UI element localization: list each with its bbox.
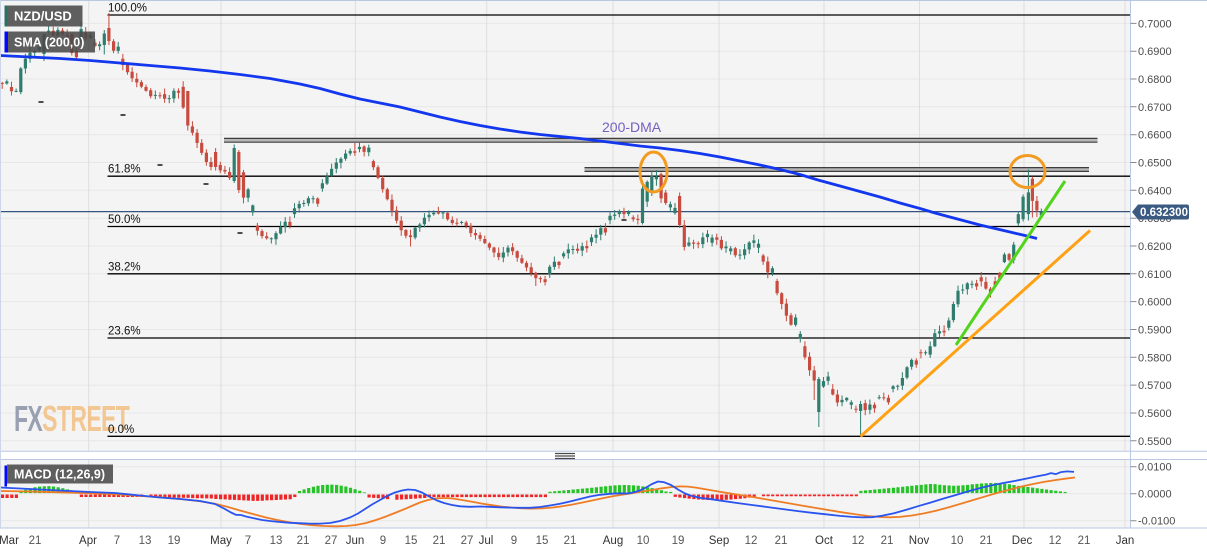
svg-text:12: 12 [852,535,865,547]
svg-text:0.6800: 0.6800 [1138,74,1172,86]
svg-text:NZD/USD: NZD/USD [14,9,72,24]
svg-text:Aug: Aug [603,535,623,547]
svg-text:0.6200: 0.6200 [1138,241,1172,253]
svg-text:12: 12 [1049,535,1062,547]
svg-text:13: 13 [270,535,283,547]
svg-text:0.0100: 0.0100 [1138,462,1172,474]
svg-text:0.0000: 0.0000 [1138,489,1172,501]
svg-text:Oct: Oct [815,535,834,547]
svg-text:SMA (200,0): SMA (200,0) [14,36,84,50]
svg-text:0.5900: 0.5900 [1138,325,1172,337]
svg-text:21: 21 [881,535,894,547]
svg-text:21: 21 [980,535,993,547]
svg-text:200-DMA: 200-DMA [602,119,662,135]
svg-text:0.6500: 0.6500 [1138,158,1172,170]
svg-text:27: 27 [325,535,338,547]
svg-text:7: 7 [114,535,120,547]
svg-text:0.5700: 0.5700 [1138,380,1172,392]
svg-text:Nov: Nov [909,535,930,547]
svg-text:50.0%: 50.0% [108,214,141,226]
svg-text:FXSTREET: FXSTREET [14,400,130,439]
svg-text:0.6400: 0.6400 [1138,185,1172,197]
svg-text:0.6100: 0.6100 [1138,269,1172,281]
svg-text:Dec: Dec [1012,535,1033,547]
svg-text:15: 15 [536,535,549,547]
svg-text:7: 7 [245,535,251,547]
svg-text:12: 12 [745,535,758,547]
svg-text:Sep: Sep [709,535,729,547]
svg-text:21: 21 [775,535,788,547]
svg-text:13: 13 [139,535,152,547]
svg-text:9: 9 [380,535,386,547]
svg-text:21: 21 [1078,535,1091,547]
svg-text:10: 10 [951,535,964,547]
svg-text:Jul: Jul [479,535,494,547]
svg-text:0.5800: 0.5800 [1138,352,1172,364]
svg-text:23.6%: 23.6% [108,326,141,338]
svg-text:21: 21 [29,535,42,547]
svg-text:0.7000: 0.7000 [1138,18,1172,30]
svg-text:27: 27 [461,535,474,547]
svg-text:21: 21 [564,535,577,547]
svg-text:0.0%: 0.0% [108,424,134,436]
svg-text:15: 15 [405,535,418,547]
svg-text:Jun: Jun [346,535,365,547]
svg-text:0.6000: 0.6000 [1138,297,1172,309]
svg-text:100.0%: 100.0% [108,3,147,15]
svg-text:0.632300: 0.632300 [1140,207,1188,219]
svg-text:-0.0100: -0.0100 [1138,516,1175,528]
svg-text:0.6700: 0.6700 [1138,102,1172,114]
svg-text:38.2%: 38.2% [108,261,141,273]
svg-text:61.8%: 61.8% [108,164,141,176]
svg-text:0.5500: 0.5500 [1138,436,1172,448]
svg-text:0.6900: 0.6900 [1138,46,1172,58]
svg-text:10: 10 [637,535,650,547]
svg-text:19: 19 [672,535,685,547]
svg-text:Apr: Apr [79,535,97,547]
svg-text:Jan: Jan [1116,535,1135,547]
svg-text:0.6600: 0.6600 [1138,130,1172,142]
svg-text:19: 19 [168,535,181,547]
svg-text:9: 9 [511,535,517,547]
svg-text:May: May [210,535,232,547]
svg-text:MACD (12,26,9): MACD (12,26,9) [14,468,105,482]
svg-text:0.5600: 0.5600 [1138,408,1172,420]
svg-text:21: 21 [433,535,446,547]
svg-text:Mar: Mar [0,535,19,547]
svg-text:21: 21 [297,535,310,547]
